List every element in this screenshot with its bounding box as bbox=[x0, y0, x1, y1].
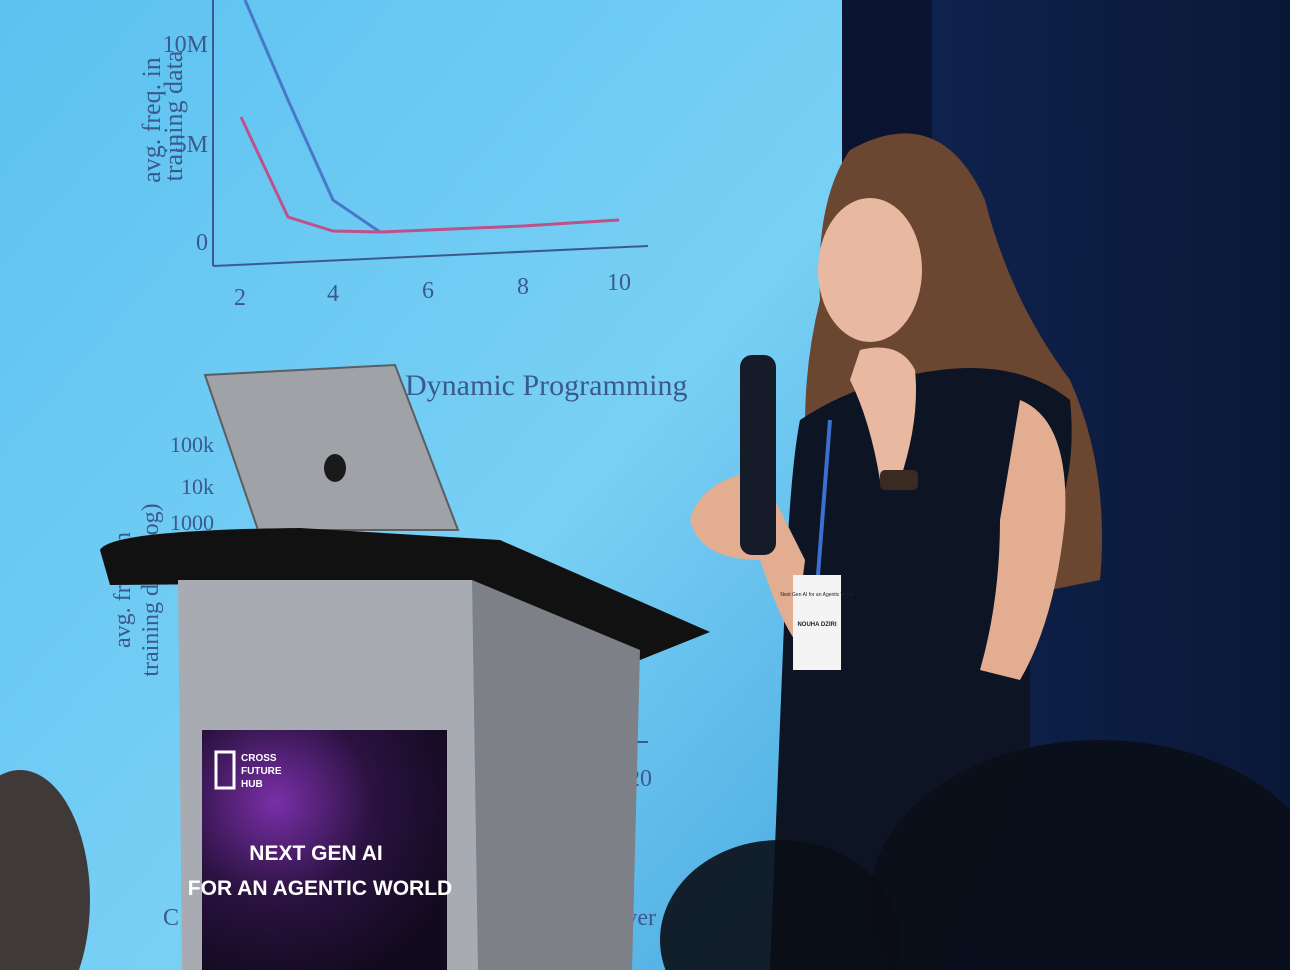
logo bbox=[324, 454, 346, 482]
line-blue bbox=[243, 0, 381, 234]
badge-name: NOUHA DZIRI bbox=[797, 622, 836, 628]
badge-event: Next Gen AI for an Agentic World bbox=[780, 592, 853, 598]
x-tick: 8 bbox=[517, 274, 529, 300]
y-tick: 100k bbox=[170, 432, 214, 457]
y-tick: 5M bbox=[175, 132, 208, 158]
x-tick: 10 bbox=[607, 270, 631, 296]
laptop bbox=[203, 363, 460, 531]
audience bbox=[0, 740, 1290, 970]
microphone bbox=[740, 355, 776, 555]
face bbox=[818, 198, 922, 342]
y-label: training data (log) bbox=[138, 503, 164, 676]
sign bbox=[202, 730, 447, 970]
y-tick: 0 bbox=[196, 230, 208, 256]
sign-title: NEXT GEN AI bbox=[249, 842, 382, 865]
y-label: training data bbox=[159, 50, 188, 181]
logo-text: CROSS bbox=[241, 753, 277, 764]
x-tick: 6 bbox=[422, 278, 434, 304]
logo-mark bbox=[214, 750, 236, 790]
line-pink bbox=[239, 116, 620, 234]
x-tick: 2 bbox=[234, 285, 246, 311]
hand bbox=[690, 470, 805, 640]
lanyard bbox=[816, 419, 832, 576]
top-chart: avg. freq. in training data 10M 5M 0 2 4… bbox=[137, 0, 687, 402]
podium-top bbox=[100, 528, 710, 660]
hand-raised bbox=[850, 347, 916, 480]
y-tick: 10M bbox=[163, 32, 208, 58]
head bbox=[660, 840, 900, 970]
podium-side bbox=[472, 580, 640, 970]
logo-text: HUB bbox=[241, 779, 263, 790]
axis bbox=[212, 245, 649, 267]
podium: CROSS FUTURE HUB NEXT GEN AI FOR AN AGEN… bbox=[100, 528, 710, 970]
x-tick: 4 bbox=[327, 281, 339, 307]
logo-text: FUTURE bbox=[241, 766, 282, 777]
head bbox=[870, 740, 1290, 970]
y-tick: 10k bbox=[181, 474, 214, 499]
arm bbox=[980, 400, 1066, 680]
head bbox=[0, 770, 90, 970]
laptop-lid bbox=[203, 363, 460, 531]
sign-title: FOR AN AGENTIC WORLD bbox=[188, 877, 452, 900]
y-label: avg. freq. in bbox=[137, 57, 166, 183]
badge bbox=[793, 575, 841, 670]
legend: C bbox=[163, 905, 179, 931]
watch bbox=[880, 470, 918, 490]
caption: Dynamic Programming bbox=[405, 369, 687, 402]
